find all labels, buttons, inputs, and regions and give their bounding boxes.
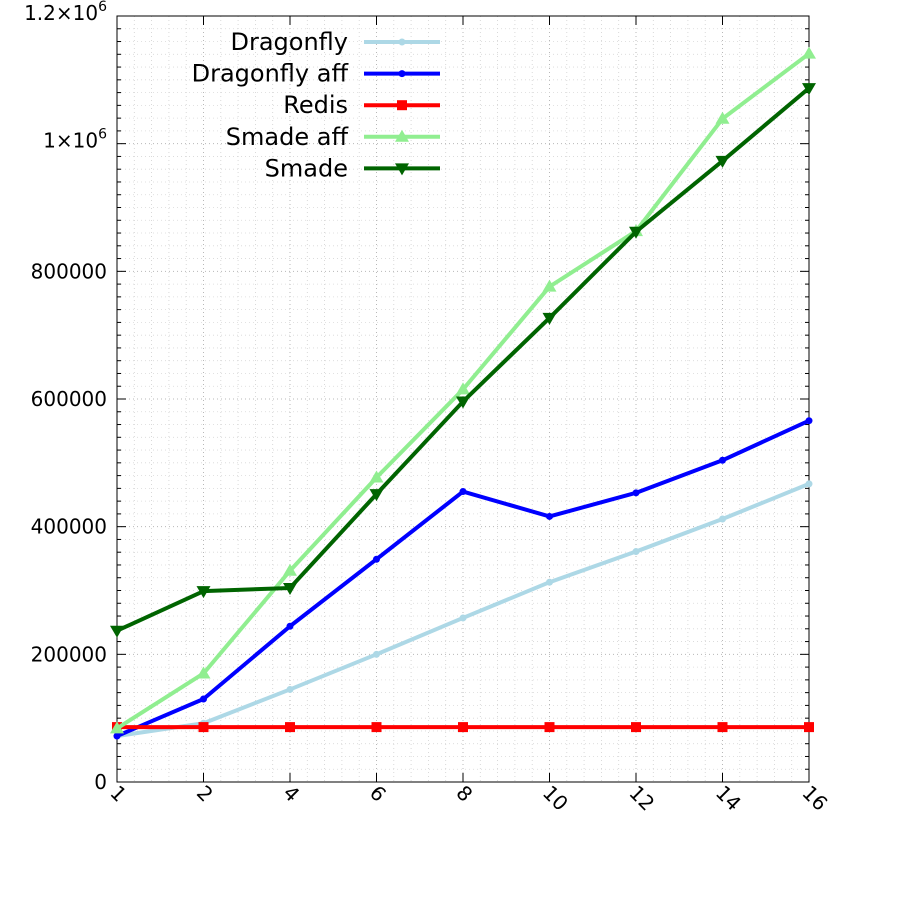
x-tick-label: 8 [451, 781, 477, 807]
data-point [715, 111, 730, 124]
data-point [369, 470, 384, 483]
data-point [459, 488, 467, 496]
data-point [542, 312, 557, 325]
data-point [198, 722, 209, 733]
data-point [631, 722, 641, 733]
data-point [110, 625, 124, 638]
data-point [715, 155, 730, 168]
data-point [369, 489, 384, 502]
data-point [196, 586, 211, 599]
data-point [805, 480, 813, 488]
data-point [373, 650, 380, 658]
data-point [456, 396, 470, 409]
data-point [458, 722, 468, 733]
series-2 [112, 722, 814, 733]
y-tick-label: 200000 [31, 642, 107, 666]
data-point [632, 489, 640, 497]
data-point [542, 279, 557, 292]
x-tick-label: 2 [192, 781, 218, 807]
data-point [629, 226, 643, 239]
data-point [719, 515, 726, 523]
data-point [717, 722, 728, 733]
y-tick-label-base: 1.2×10 [24, 1, 98, 25]
data-point [200, 695, 207, 703]
data-point [286, 622, 294, 630]
y-tick-label: 1×106 [43, 127, 107, 153]
x-tick-label: 16 [797, 781, 832, 816]
data-point [802, 83, 816, 96]
data-point [283, 563, 297, 576]
y-tick-label-exponent: 6 [98, 127, 107, 143]
x-tick-label: 12 [624, 781, 659, 816]
grid [117, 16, 809, 782]
y-tick-label: 0 [94, 770, 107, 794]
data-point [110, 721, 124, 734]
data-point [546, 512, 553, 520]
axis-ticks [116, 15, 810, 783]
x-tick-label: 1 [105, 781, 131, 807]
legend-label: Dragonfly [230, 28, 348, 56]
legend-marker [398, 38, 406, 46]
x-tick-label: 6 [365, 781, 391, 807]
legend-label: Dragonfly aff [192, 60, 349, 88]
data-point [804, 722, 814, 733]
x-tick-label: 10 [538, 781, 573, 816]
y-tick-label: 800000 [31, 259, 107, 283]
data-point [544, 722, 555, 733]
data-point [546, 578, 553, 586]
data-point [286, 685, 294, 693]
legend-label: Redis [283, 91, 348, 119]
series-4 [110, 83, 816, 638]
data-point [802, 46, 816, 59]
y-tick-label-base: 1×10 [43, 129, 98, 153]
data-point [632, 548, 640, 556]
data-point [371, 722, 382, 733]
data-point [459, 614, 467, 622]
data-point [113, 732, 121, 740]
data-point [456, 382, 470, 395]
data-point [196, 666, 211, 679]
x-tick-label: 14 [711, 781, 746, 816]
series-1 [113, 417, 813, 740]
series-lines [110, 46, 816, 740]
legend-marker [395, 129, 409, 142]
legend-label: Smade [265, 154, 348, 182]
data-point [283, 582, 297, 595]
data-point [719, 456, 726, 464]
legend-marker [398, 70, 406, 78]
legend: Dragonfly Dragonfly aff Redis Smade aff Smad… [192, 28, 440, 182]
data-point [285, 722, 295, 733]
data-point [805, 417, 813, 425]
x-axis-tick-labels: 1 2 4 6 8 10 12 14 16 [105, 781, 832, 816]
legend-label: Smade aff [226, 123, 349, 151]
y-tick-label: 600000 [31, 387, 107, 411]
data-point [373, 555, 380, 563]
legend-marker [395, 163, 409, 176]
y-tick-label-exponent: 6 [98, 0, 107, 15]
legend-marker [397, 100, 407, 111]
x-tick-label: 4 [278, 781, 304, 807]
series-3 [110, 46, 816, 734]
series-line [116, 482, 810, 739]
y-tick-label: 400000 [31, 515, 107, 539]
y-tick-label: 1.2×106 [24, 0, 107, 25]
